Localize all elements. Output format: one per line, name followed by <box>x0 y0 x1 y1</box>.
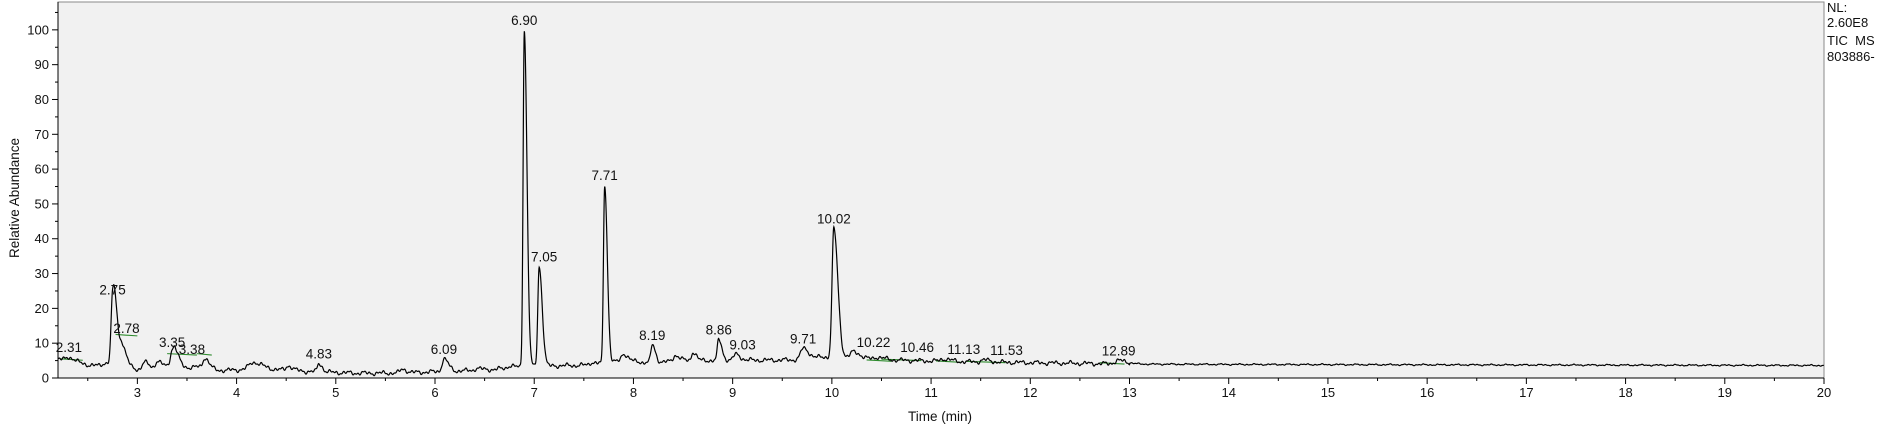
x-tick-label: 6 <box>431 385 438 400</box>
peak-label: 11.53 <box>990 343 1023 358</box>
x-tick-label: 4 <box>233 385 240 400</box>
x-tick-label: 16 <box>1420 385 1434 400</box>
info-sample-id: 803886- <box>1827 49 1875 64</box>
y-tick-label: 70 <box>35 127 49 142</box>
x-tick-label: 11 <box>924 385 938 400</box>
baseline-mark <box>196 353 212 356</box>
y-tick-label: 60 <box>35 162 49 177</box>
peak-label: 6.90 <box>511 13 537 28</box>
baseline-mark <box>866 359 892 362</box>
info-nl: NL: <box>1827 0 1847 15</box>
x-tick-label: 15 <box>1321 385 1335 400</box>
peak-label: 8.19 <box>639 328 665 343</box>
x-tick-label: 3 <box>134 385 141 400</box>
x-tick-label: 9 <box>729 385 736 400</box>
info-nl-value: 2.60E8 <box>1827 15 1868 30</box>
peak-label: 6.09 <box>431 342 457 357</box>
x-tick-label: 17 <box>1519 385 1533 400</box>
x-tick-label: 10 <box>825 385 839 400</box>
x-ticks: 3 4 5 6 7 8 9 10 11 12 13 14 15 16 17 18 19 20 <box>87 378 1831 400</box>
y-tick-label: 80 <box>35 92 49 107</box>
y-tick-label: 50 <box>35 196 49 211</box>
peak-label: 4.83 <box>306 346 332 361</box>
peak-labels: 2.31 2.75 2.78 3.353.38 4.83 6.09 6.90 7.05 7.71… <box>56 13 1136 362</box>
x-tick-label: 19 <box>1718 385 1732 400</box>
plot-area <box>57 1 1825 379</box>
y-tick-label: 40 <box>35 231 49 246</box>
baseline-mark <box>1099 362 1125 365</box>
peak-label: 2.31 <box>56 340 82 355</box>
x-tick-label: 7 <box>531 385 538 400</box>
baseline-mark <box>167 353 197 356</box>
peak-label: 2.78 <box>113 321 139 336</box>
trace-group <box>57 31 1824 377</box>
peak-label: 2.75 <box>99 283 125 298</box>
peak-label: 11.13 <box>947 342 980 357</box>
peak-label: 9.71 <box>790 331 816 346</box>
x-tick-label: 20 <box>1817 385 1831 400</box>
y-tick-label: 0 <box>42 371 49 386</box>
x-axis-title: Time (min) <box>908 409 972 424</box>
y-tick-label: 10 <box>35 336 49 351</box>
y-ticks: 0 10 20 30 40 50 60 70 80 90 100 <box>27 11 58 386</box>
peak-label: 3.38 <box>179 342 205 357</box>
x-tick-label: 12 <box>1023 385 1037 400</box>
tic-trace <box>57 31 1824 377</box>
info-scan-type: TIC MS <box>1827 33 1875 48</box>
peak-label: 9.03 <box>729 337 755 352</box>
peak-label: 7.05 <box>531 250 557 265</box>
y-tick-label: 20 <box>35 301 49 316</box>
peak-label: 10.46 <box>900 340 934 355</box>
peak-label: 12.89 <box>1102 344 1136 359</box>
x-tick-label: 13 <box>1122 385 1136 400</box>
y-axis-title: Relative Abundance <box>7 138 22 258</box>
peak-label: 7.71 <box>592 168 618 183</box>
y-tick-label: 30 <box>35 266 49 281</box>
y-tick-label: 90 <box>35 57 49 72</box>
peak-label: 10.22 <box>857 335 891 350</box>
peak-label: 3.35 <box>159 335 185 350</box>
x-tick-label: 14 <box>1221 385 1235 400</box>
x-tick-label: 8 <box>630 385 637 400</box>
peak-label: 10.02 <box>817 211 851 226</box>
x-tick-label: 18 <box>1618 385 1632 400</box>
x-tick-label: 5 <box>332 385 339 400</box>
info-box: NL: 2.60E8 TIC MS 803886- <box>1827 0 1875 64</box>
peak-label: 8.86 <box>706 323 732 338</box>
y-tick-label: 100 <box>27 22 49 37</box>
